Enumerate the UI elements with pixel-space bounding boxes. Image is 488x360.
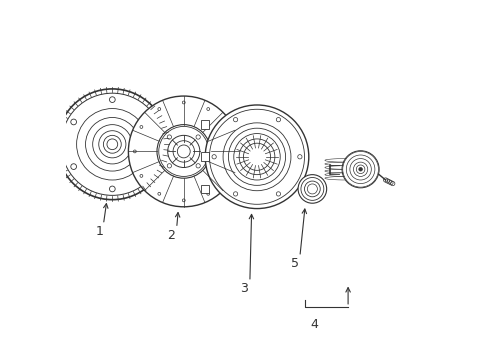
FancyBboxPatch shape — [200, 185, 209, 193]
FancyBboxPatch shape — [200, 120, 209, 129]
Text: 1: 1 — [96, 225, 103, 238]
Circle shape — [57, 89, 167, 200]
Circle shape — [342, 152, 378, 187]
Circle shape — [205, 105, 308, 208]
Circle shape — [167, 135, 200, 167]
Circle shape — [341, 151, 378, 188]
Text: 5: 5 — [290, 257, 298, 270]
Circle shape — [157, 125, 210, 178]
Circle shape — [177, 145, 190, 158]
FancyBboxPatch shape — [200, 153, 209, 161]
Circle shape — [128, 96, 239, 207]
Text: 2: 2 — [167, 229, 175, 242]
Circle shape — [298, 175, 326, 203]
Circle shape — [358, 167, 362, 171]
Text: 4: 4 — [309, 318, 318, 331]
Text: 3: 3 — [240, 283, 248, 296]
